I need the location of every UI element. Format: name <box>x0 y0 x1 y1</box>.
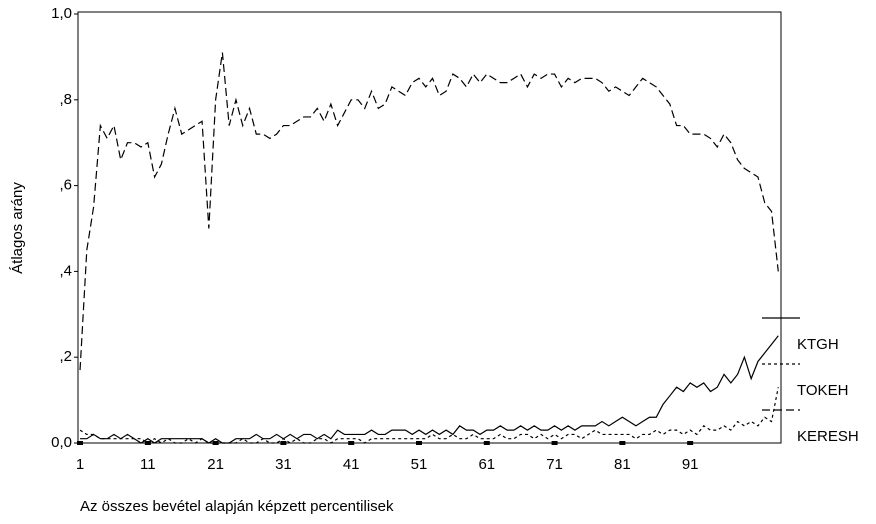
x-tick <box>77 441 84 445</box>
x-tick-label: 51 <box>411 456 428 473</box>
x-tick <box>280 441 287 445</box>
x-tick <box>619 441 626 445</box>
x-tick-label: 11 <box>140 456 156 473</box>
series-line <box>80 335 779 444</box>
x-tick <box>551 441 558 445</box>
x-tick <box>348 441 355 445</box>
x-tick <box>144 441 151 445</box>
series-line <box>79 387 779 444</box>
y-tick-label: ,4 <box>59 262 72 279</box>
x-tick-label: 71 <box>546 456 563 473</box>
x-axis-label: Az összes bevétel alapján képzett percen… <box>80 498 394 515</box>
x-tick-label: 81 <box>614 456 631 473</box>
x-tick-label: 31 <box>275 456 292 473</box>
x-tick <box>415 441 422 445</box>
y-tick-label: 0,0 <box>51 434 72 451</box>
y-tick-label: ,6 <box>59 177 72 194</box>
x-tick-label: 21 <box>207 456 224 473</box>
legend-label: KERESH <box>797 428 859 445</box>
y-tick-label: ,8 <box>59 91 72 108</box>
x-tick-label: 1 <box>76 456 84 473</box>
x-tick-label: 41 <box>343 456 360 473</box>
legend-label: TOKEH <box>797 382 848 399</box>
plot-frame <box>77 11 782 444</box>
y-axis-label: Átlagos arány <box>9 182 26 274</box>
x-tick-label: 91 <box>682 456 699 473</box>
series-line <box>79 52 779 371</box>
y-tick-label: ,2 <box>59 348 72 365</box>
y-tick-label: 1,0 <box>51 5 72 22</box>
x-tick-label: 61 <box>478 456 495 473</box>
x-tick <box>687 441 694 445</box>
x-tick <box>483 441 490 445</box>
x-tick <box>212 441 219 445</box>
legend-label: KTGH <box>797 336 839 353</box>
